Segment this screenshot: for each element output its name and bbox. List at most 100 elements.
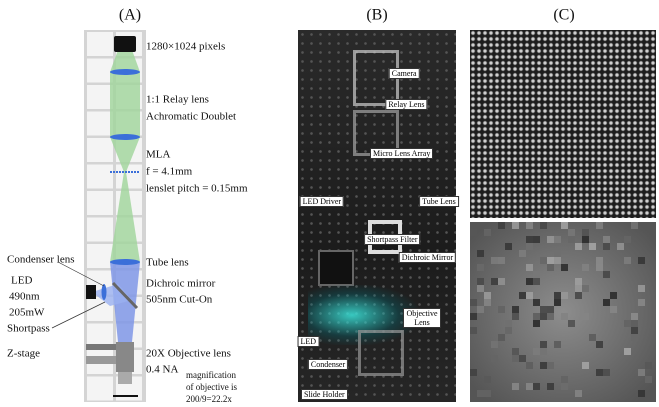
pixel xyxy=(561,313,568,320)
pixel xyxy=(540,306,547,313)
pixel xyxy=(547,264,554,271)
pixel xyxy=(512,306,519,313)
pixel xyxy=(505,320,512,327)
pixel xyxy=(533,236,540,243)
label: Z-stage xyxy=(7,348,40,360)
callout: Micro Lens Array xyxy=(370,148,433,159)
callout: LED xyxy=(298,336,320,347)
z-stage xyxy=(86,344,116,350)
label: MLA xyxy=(146,149,171,161)
callout: Slide Holder xyxy=(301,389,348,400)
pixel xyxy=(470,229,477,236)
pixel xyxy=(512,355,519,362)
pixel xyxy=(547,313,554,320)
pixel xyxy=(498,306,505,313)
pixel xyxy=(638,299,645,306)
pixel xyxy=(477,278,484,285)
pixel xyxy=(645,362,652,369)
pixel xyxy=(638,369,645,376)
pixel xyxy=(498,334,505,341)
pixel xyxy=(603,271,610,278)
pixel xyxy=(526,383,533,390)
label: Tube lens xyxy=(146,257,189,269)
pixel xyxy=(512,348,519,355)
pixel xyxy=(519,355,526,362)
lens xyxy=(110,69,140,75)
pixel xyxy=(491,355,498,362)
pixel xyxy=(526,292,533,299)
objective xyxy=(116,342,134,372)
pixel xyxy=(477,285,484,292)
pixel xyxy=(547,362,554,369)
pixel xyxy=(491,278,498,285)
board-hole xyxy=(87,191,113,215)
pixel xyxy=(631,313,638,320)
pixel xyxy=(540,348,547,355)
pixel xyxy=(477,306,484,313)
pixel xyxy=(631,327,638,334)
pixel xyxy=(554,299,561,306)
pixel xyxy=(568,229,575,236)
pixel xyxy=(477,264,484,271)
pixel xyxy=(484,229,491,236)
pixel xyxy=(582,264,589,271)
pixel xyxy=(540,362,547,369)
pixel xyxy=(526,362,533,369)
pixel xyxy=(582,362,589,369)
pixel xyxy=(603,369,610,376)
lens xyxy=(102,284,107,300)
pixel xyxy=(519,292,526,299)
pixel xyxy=(631,334,638,341)
pixel xyxy=(575,243,582,250)
pixel xyxy=(533,320,540,327)
board-hole xyxy=(116,165,142,189)
pixel xyxy=(484,390,491,397)
pixel xyxy=(589,243,596,250)
pixel xyxy=(603,236,610,243)
objective xyxy=(118,372,132,384)
pixel xyxy=(484,376,491,383)
pixel xyxy=(533,348,540,355)
callout: Shortpass Filter xyxy=(364,234,420,245)
pixel xyxy=(491,257,498,264)
pixel xyxy=(561,264,568,271)
pixel xyxy=(575,285,582,292)
pixel xyxy=(617,243,624,250)
board-hole xyxy=(87,32,113,56)
pixel xyxy=(526,222,533,229)
board-hole xyxy=(87,218,113,242)
label: LED xyxy=(11,275,32,287)
lens xyxy=(110,259,140,265)
pixel xyxy=(638,390,645,397)
pixel xyxy=(638,285,645,292)
callout: LED Driver xyxy=(300,196,344,207)
pixel xyxy=(610,306,617,313)
label: Shortpass xyxy=(7,323,50,335)
panel-label: (A) xyxy=(119,7,141,24)
pixel xyxy=(554,250,561,257)
callout: Dichroic Mirror xyxy=(399,252,456,263)
lens xyxy=(110,134,140,140)
pixel xyxy=(547,257,554,264)
pixel xyxy=(533,278,540,285)
pixel xyxy=(547,306,554,313)
pixel xyxy=(582,313,589,320)
panel-label: (B) xyxy=(366,7,387,24)
callout: Objective Lens xyxy=(403,308,441,328)
pixel xyxy=(561,376,568,383)
callout: Condenser xyxy=(308,359,348,370)
pixel xyxy=(624,320,631,327)
pixel xyxy=(603,243,610,250)
pixel xyxy=(568,320,575,327)
pixel xyxy=(554,257,561,264)
board-hole xyxy=(87,112,113,136)
board-hole xyxy=(87,377,113,401)
rendered-image xyxy=(470,222,656,402)
pixel xyxy=(624,348,631,355)
label: magnification xyxy=(186,370,236,380)
board-hole xyxy=(87,165,113,189)
label: 490nm xyxy=(9,291,40,303)
pixel xyxy=(645,376,652,383)
pixel xyxy=(540,257,547,264)
pixel xyxy=(491,341,498,348)
